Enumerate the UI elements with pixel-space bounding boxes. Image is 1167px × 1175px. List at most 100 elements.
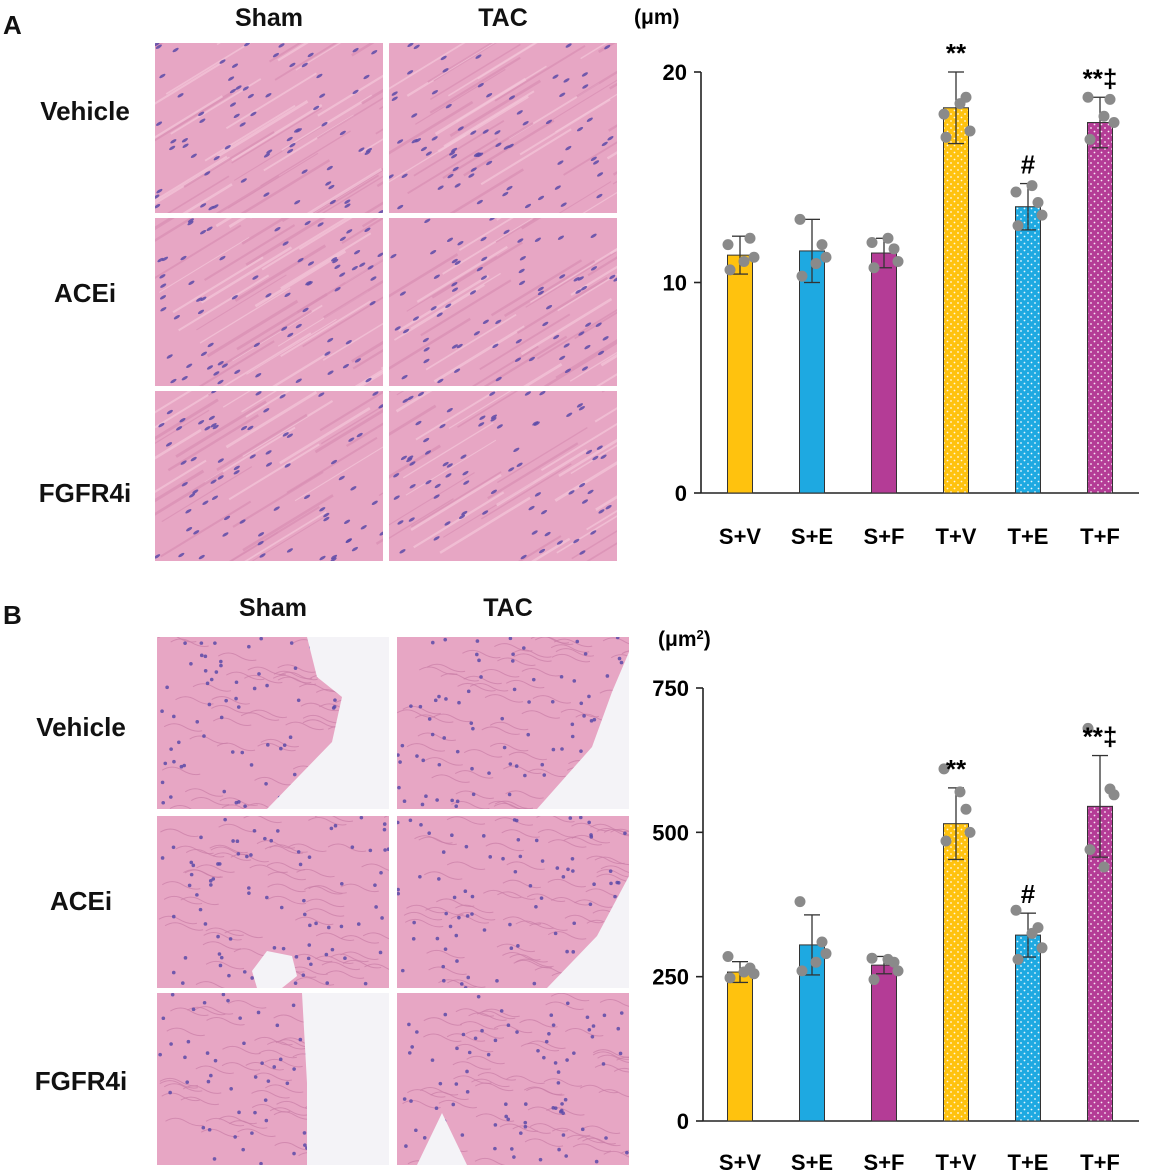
chart-b-point-T+F: [1084, 844, 1096, 856]
histology-a-tac-fgfr4i: [389, 391, 617, 561]
chart-a-point-S+E: [820, 251, 832, 263]
chart-a-point-S+E: [794, 213, 806, 225]
chart-a-point-S+E: [810, 258, 822, 270]
chart-a-point-S+V: [748, 251, 760, 263]
histology-b-tac-vehicle: [397, 637, 629, 809]
histology-b-sham-fgfr4i: [157, 993, 389, 1165]
chart-a-category-T+V: T+V: [936, 524, 977, 549]
chart-b-ytick-label: 250: [652, 965, 689, 990]
chart-b-ytick-label: 500: [652, 820, 689, 845]
panel-a-col-tac: TAC: [478, 4, 528, 32]
panel-b-row-acei: ACEi: [49, 886, 113, 916]
chart-b-point-T+V: [964, 826, 976, 838]
chart-b-point-S+F: [882, 953, 894, 965]
chart-a-point-S+E: [816, 239, 828, 251]
chart-a-point-T+V: [964, 125, 976, 137]
chart-a-category-T+E: T+E: [1008, 524, 1049, 549]
chart-a-ytick-label: 10: [663, 271, 687, 296]
chart-a-point-S+F: [892, 255, 904, 267]
chart-a-point-S+V: [738, 255, 750, 267]
chart-b-point-S+E: [796, 965, 808, 977]
chart-a-bar-S+F: [871, 252, 897, 494]
chart-b-point-S+F: [866, 952, 878, 964]
chart-b-category-T+F: T+F: [1080, 1150, 1120, 1175]
histology-a-sham-acei: [155, 218, 383, 386]
chart-b-point-S+V: [722, 950, 734, 962]
chart-a-point-T+F: [1098, 110, 1110, 122]
chart-b-point-T+E: [1026, 927, 1038, 939]
chart-a-point-T+F: [1082, 91, 1094, 103]
chart-a-category-S+V: S+V: [719, 524, 762, 549]
chart-b-point-T+F: [1098, 861, 1110, 873]
histology-a-tac-acei: [389, 218, 617, 386]
bar-chart-a: (μm) 0 10 20 S+V S+E S+F T+V ** T+E # T+F **‡: [634, 6, 1139, 549]
chart-a-annotation-T+E: #: [1021, 150, 1036, 180]
panel-a-row-vehicle: Vehicle: [40, 96, 130, 126]
chart-a-annotation-T+V: **: [946, 38, 967, 68]
panel-b-col-tac: TAC: [483, 594, 533, 622]
chart-a-point-T+E: [1026, 180, 1038, 192]
chart-a-category-S+E: S+E: [791, 524, 833, 549]
panel-b-row-fgfr4i: FGFR4i: [34, 1066, 128, 1096]
chart-b-point-T+V: [960, 803, 972, 815]
histology-a-sham-vehicle: [155, 43, 383, 213]
chart-b-point-S+V: [748, 968, 760, 980]
chart-b-category-T+E: T+E: [1008, 1150, 1049, 1175]
chart-b-category-S+V: S+V: [719, 1150, 762, 1175]
chart-a-point-S+E: [796, 270, 808, 282]
chart-a-point-S+V: [722, 239, 734, 251]
chart-b-point-S+E: [820, 948, 832, 960]
chart-b-bar-T+F: [1087, 805, 1113, 1122]
chart-b-point-T+V: [938, 763, 950, 775]
histology-a-tac-vehicle: [389, 43, 617, 213]
chart-b-point-T+V: [940, 835, 952, 847]
histology-b-tac-fgfr4i: [397, 993, 629, 1165]
panel-b-letter: B: [3, 600, 22, 630]
chart-b-point-S+E: [794, 896, 806, 908]
panel-a-col-sham: Sham: [234, 4, 304, 32]
chart-a-ytick-label: 20: [663, 60, 687, 85]
chart-b-point-S+E: [816, 936, 828, 948]
chart-a-annotation-T+F: **‡: [1083, 63, 1118, 93]
chart-a-bar-T+V: [943, 107, 969, 494]
chart-a-category-S+F: S+F: [864, 524, 905, 549]
chart-a-point-S+F: [888, 243, 900, 255]
chart-b-category-S+F: S+F: [864, 1150, 905, 1175]
chart-b-point-T+V: [954, 786, 966, 798]
chart-a-point-S+F: [868, 262, 880, 274]
chart-b-category-S+E: S+E: [791, 1150, 833, 1175]
chart-a-bar-S+E: [799, 250, 825, 494]
chart-a-point-T+V: [954, 98, 966, 110]
chart-a-point-T+E: [1032, 197, 1044, 209]
chart-a-point-T+V: [940, 131, 952, 143]
chart-b-annotation-T+E: #: [1021, 879, 1036, 909]
chart-a-point-T+E: [1012, 220, 1024, 232]
chart-a-point-T+E: [1010, 186, 1022, 198]
chart-a-point-T+V: [938, 108, 950, 120]
chart-b-point-T+E: [1012, 953, 1024, 965]
histology-a-sham-fgfr4i: [155, 391, 383, 561]
histology-b-sham-acei: [157, 816, 389, 988]
chart-a-category-T+F: T+F: [1080, 524, 1120, 549]
chart-a-point-T+F: [1104, 93, 1116, 105]
chart-a-ylabel: (μm): [634, 6, 680, 29]
chart-b-point-T+F: [1082, 722, 1094, 734]
chart-a-point-T+F: [1108, 117, 1120, 129]
panel-b-row-vehicle: Vehicle: [36, 712, 126, 742]
chart-a-point-T+E: [1036, 209, 1048, 221]
chart-b-ytick-label: 750: [652, 676, 689, 701]
chart-a-bar-S+V: [727, 254, 753, 494]
chart-b-point-S+V: [738, 966, 750, 978]
panel-a-row-acei: ACEi: [53, 278, 117, 308]
chart-b-point-S+E: [810, 956, 822, 968]
chart-b-category-T+V: T+V: [936, 1150, 977, 1175]
panel-a-row-fgfr4i: FGFR4i: [38, 478, 132, 508]
panel-b-col-sham: Sham: [238, 594, 308, 622]
chart-b-point-T+E: [1010, 904, 1022, 916]
chart-b-ytick-label: 0: [677, 1109, 689, 1134]
chart-a-point-S+V: [744, 232, 756, 244]
chart-b-point-S+V: [724, 972, 736, 984]
chart-b-point-T+F: [1108, 789, 1120, 801]
chart-a-bar-T+F: [1087, 122, 1113, 494]
chart-a-point-S+F: [882, 232, 894, 244]
